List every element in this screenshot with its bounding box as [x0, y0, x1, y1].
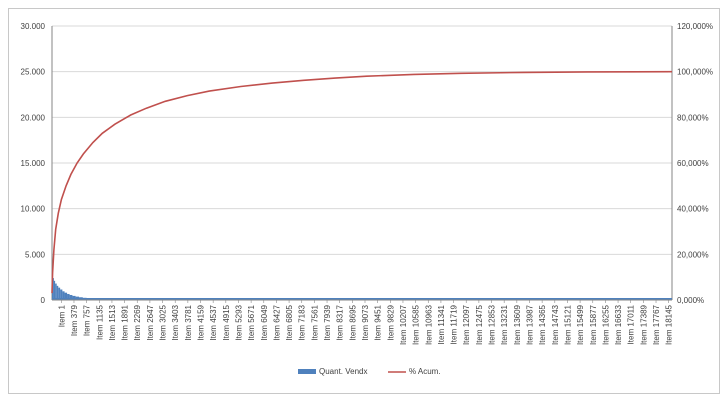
- x-tick-label: Item 17767: [652, 304, 661, 345]
- x-tick-label: Item 7183: [298, 304, 307, 340]
- x-tick-label: Item 1: [57, 304, 66, 327]
- bar-7: [62, 291, 65, 300]
- x-tick-label: Item 9451: [374, 304, 383, 340]
- bar-2: [53, 280, 56, 300]
- x-tick-label: Item 15499: [576, 304, 585, 345]
- x-tick-label: Item 13609: [513, 304, 522, 345]
- x-tick-label: Item 11341: [437, 304, 446, 344]
- x-tick-label: Item 10585: [412, 304, 421, 345]
- x-tick-label: Item 1891: [121, 304, 130, 340]
- x-tick-label: Item 1513: [108, 304, 117, 340]
- x-tick-label: Item 16255: [601, 304, 610, 345]
- x-tick-label: Item 18145: [665, 304, 674, 345]
- x-tick-label: Item 8695: [348, 304, 357, 340]
- x-tick-label: Item 15877: [589, 304, 598, 345]
- x-tick-label: Item 12097: [462, 304, 471, 345]
- x-tick-label: Item 14365: [538, 304, 547, 345]
- y-right-tick-label: 60,000%: [677, 159, 709, 168]
- x-tick-label: Item 4915: [222, 304, 231, 340]
- x-tick-label: Item 13231: [500, 304, 509, 345]
- x-tick-label: Item 9073: [361, 304, 370, 340]
- y-right-tick-label: 80,000%: [677, 113, 709, 122]
- bar-4: [56, 285, 59, 300]
- legend-label-line: % Acum.: [409, 367, 441, 376]
- x-tick-label: Item 10963: [424, 304, 433, 345]
- x-tick-label: Item 7561: [310, 304, 319, 340]
- legend-label-bar: Quant. Vendx: [319, 367, 367, 376]
- x-tick-label: Item 3781: [184, 304, 193, 340]
- bar-5: [58, 287, 61, 300]
- y-right-tick-label: 100,000%: [677, 68, 713, 77]
- bar-6: [60, 289, 63, 300]
- x-tick-label: Item 13987: [525, 304, 534, 345]
- bar-3: [55, 283, 57, 300]
- y-left-tick-label: 30.000: [21, 22, 46, 31]
- x-tick-label: Item 7939: [323, 304, 332, 340]
- x-tick-label: Item 12853: [488, 304, 497, 345]
- x-tick-label: Item 5671: [247, 304, 256, 340]
- x-tick-label: Item 6427: [272, 304, 281, 340]
- x-tick-label: Item 14743: [551, 304, 560, 345]
- x-tick-label: Item 1135: [95, 304, 104, 340]
- y-right-tick-label: 120,000%: [677, 22, 713, 31]
- x-tick-label: Item 6805: [285, 304, 294, 340]
- legend-swatch-bar: [298, 369, 316, 374]
- bar-1: [52, 278, 54, 300]
- bar-10: [69, 294, 73, 300]
- y-right-tick-label: 40,000%: [677, 205, 709, 214]
- x-tick-label: Item 17011: [627, 304, 636, 344]
- y-left-tick-label: 15.000: [21, 159, 46, 168]
- x-tick-label: Item 16633: [614, 304, 623, 345]
- y-left-tick-label: 10.000: [21, 205, 46, 214]
- x-tick-label: Item 4159: [197, 304, 206, 340]
- cumulative-line: [51, 70, 673, 294]
- y-left-tick-label: 20.000: [21, 113, 46, 122]
- y-right-tick-label: 0,000%: [677, 296, 704, 305]
- y-left-tick-label: 5.000: [25, 250, 46, 259]
- x-tick-label: Item 379: [70, 304, 79, 336]
- x-tick-label: Item 17389: [639, 304, 648, 345]
- bar-8: [64, 292, 68, 300]
- x-tick-label: Item 6049: [260, 304, 269, 340]
- x-tick-label: Item 10207: [399, 304, 408, 345]
- x-tick-label: Item 9829: [386, 304, 395, 340]
- x-tick-label: Item 8317: [336, 304, 345, 340]
- bar-9: [67, 293, 70, 300]
- x-tick-label: Item 2647: [146, 304, 155, 340]
- x-tick-label: Item 3403: [171, 304, 180, 340]
- y-right-tick-label: 20,000%: [677, 250, 709, 259]
- x-axis-bar-band: [52, 298, 672, 300]
- x-tick-label: Item 757: [83, 304, 92, 336]
- y-left-tick-label: 25.000: [21, 68, 46, 77]
- x-tick-label: Item 2269: [133, 304, 142, 340]
- y-left-tick-label: 0: [41, 296, 46, 305]
- bar-11: [72, 295, 76, 300]
- x-tick-label: Item 11719: [450, 304, 459, 344]
- x-tick-label: Item 5293: [234, 304, 243, 340]
- x-tick-label: Item 15121: [563, 304, 572, 345]
- x-tick-label: Item 4537: [209, 304, 218, 340]
- x-tick-label: Item 12475: [475, 304, 484, 345]
- x-tick-label: Item 3025: [159, 304, 168, 340]
